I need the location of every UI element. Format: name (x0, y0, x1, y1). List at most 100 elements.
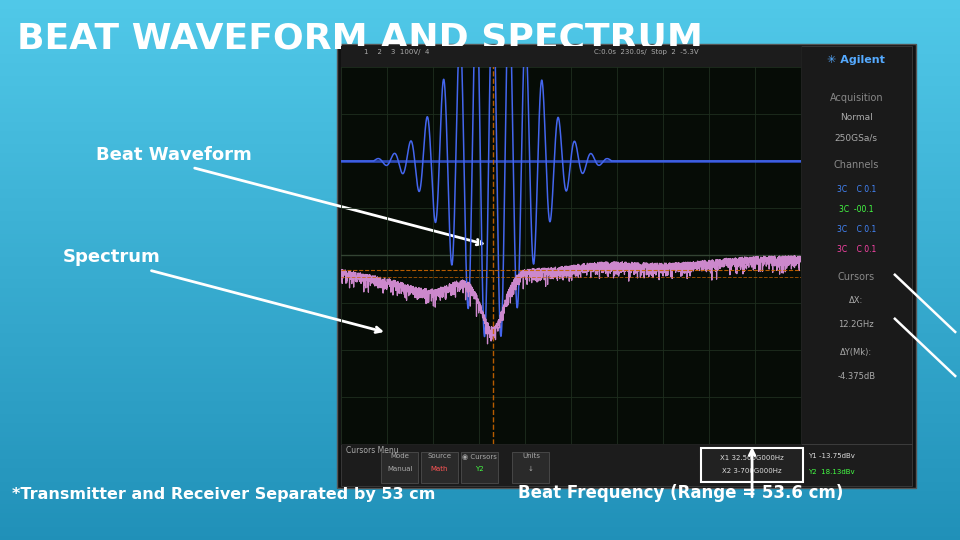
Bar (0, 212, 960, 216)
Bar (0, 288, 960, 293)
Bar (0, 68, 960, 72)
Bar (0, 139, 960, 144)
Bar (0, 274, 960, 279)
Bar (0, 126, 960, 131)
Bar (0, 45, 960, 50)
Bar (0, 72, 960, 77)
Text: -4.375dB: -4.375dB (837, 372, 876, 381)
Bar (0, 18, 960, 23)
Text: 3C    C 0.1: 3C C 0.1 (837, 185, 876, 194)
Bar (0, 428, 960, 432)
Bar (0, 122, 960, 126)
Bar (341, 444, 912, 486)
Bar (0, 4, 960, 9)
Text: Beat Waveform: Beat Waveform (96, 146, 252, 164)
Bar (0, 504, 960, 509)
Bar (0, 90, 960, 94)
Bar (0, 378, 960, 382)
Text: Y2  18.13dBv: Y2 18.13dBv (808, 469, 855, 475)
Bar (0, 94, 960, 99)
Bar (0, 176, 960, 180)
Text: 250GSa/s: 250GSa/s (835, 133, 877, 142)
Bar (0, 261, 960, 266)
Text: X1 32.500G000Hz: X1 32.500G000Hz (720, 455, 784, 461)
Bar (0, 446, 960, 450)
Bar (0, 463, 960, 468)
Text: ΔX:: ΔX: (850, 296, 863, 305)
Bar (0, 360, 960, 364)
Text: Normal: Normal (840, 113, 873, 122)
Bar (0, 207, 960, 212)
Bar (0, 522, 960, 526)
Bar (0, 405, 960, 409)
Bar (0, 490, 960, 495)
Bar (0, 401, 960, 405)
Text: ΔY(Mk):: ΔY(Mk): (840, 348, 873, 357)
Bar (0, 355, 960, 360)
Bar (0, 243, 960, 247)
Bar (0, 36, 960, 40)
Bar (341, 46, 801, 444)
Bar (0, 230, 960, 234)
Bar (0, 297, 960, 301)
Text: Units: Units (522, 453, 540, 458)
Bar (801, 46, 912, 444)
Bar (0, 166, 960, 171)
Bar (0, 450, 960, 455)
Text: 3C  -00.1: 3C -00.1 (839, 205, 874, 214)
Text: Channels: Channels (833, 160, 879, 171)
Text: Acquisition: Acquisition (829, 93, 883, 103)
Bar (0, 436, 960, 441)
Bar (0, 342, 960, 347)
Bar (0, 531, 960, 536)
Bar (0, 50, 960, 54)
Text: X2 3-700G000Hz: X2 3-700G000Hz (722, 468, 781, 475)
Bar (0, 333, 960, 338)
Bar (0, 193, 960, 198)
Text: Y1 -13.75dBv: Y1 -13.75dBv (808, 453, 855, 458)
Bar (0, 180, 960, 185)
Bar (0, 108, 960, 112)
Text: Y2: Y2 (475, 466, 484, 472)
Bar (0, 477, 960, 482)
Bar (0, 234, 960, 239)
Text: BEAT WAVEFORM AND SPECTRUM: BEAT WAVEFORM AND SPECTRUM (17, 22, 703, 56)
Text: Spectrum: Spectrum (62, 248, 160, 266)
Bar (0, 459, 960, 463)
Bar (0, 315, 960, 320)
Bar (0, 517, 960, 522)
Bar (0, 99, 960, 104)
Bar (0, 423, 960, 428)
Bar (0, 482, 960, 486)
Bar (0, 418, 960, 423)
Bar (0, 266, 960, 270)
Text: ↓: ↓ (528, 466, 534, 472)
Text: Mode: Mode (390, 453, 409, 458)
Bar (0, 252, 960, 256)
Bar (0, 135, 960, 139)
Bar (0, 202, 960, 207)
Bar (513, 452, 549, 483)
Bar (0, 144, 960, 148)
Bar (0, 153, 960, 158)
Bar (0, 306, 960, 310)
Bar (701, 448, 804, 482)
Bar (0, 77, 960, 81)
Bar (0, 468, 960, 472)
Bar (0, 225, 960, 229)
Bar (0, 293, 960, 297)
Text: Beat Frequency (Range = 53.6 cm): Beat Frequency (Range = 53.6 cm) (518, 484, 844, 502)
Bar (0, 279, 960, 284)
Bar (0, 328, 960, 333)
Bar (0, 189, 960, 193)
Bar (0, 301, 960, 306)
Bar (0, 171, 960, 176)
Bar (0, 158, 960, 162)
Bar (0, 81, 960, 85)
Bar (0, 148, 960, 153)
Bar (0, 40, 960, 45)
Bar (0, 185, 960, 189)
Bar (0, 526, 960, 531)
Bar (0, 85, 960, 90)
Bar (0, 324, 960, 328)
